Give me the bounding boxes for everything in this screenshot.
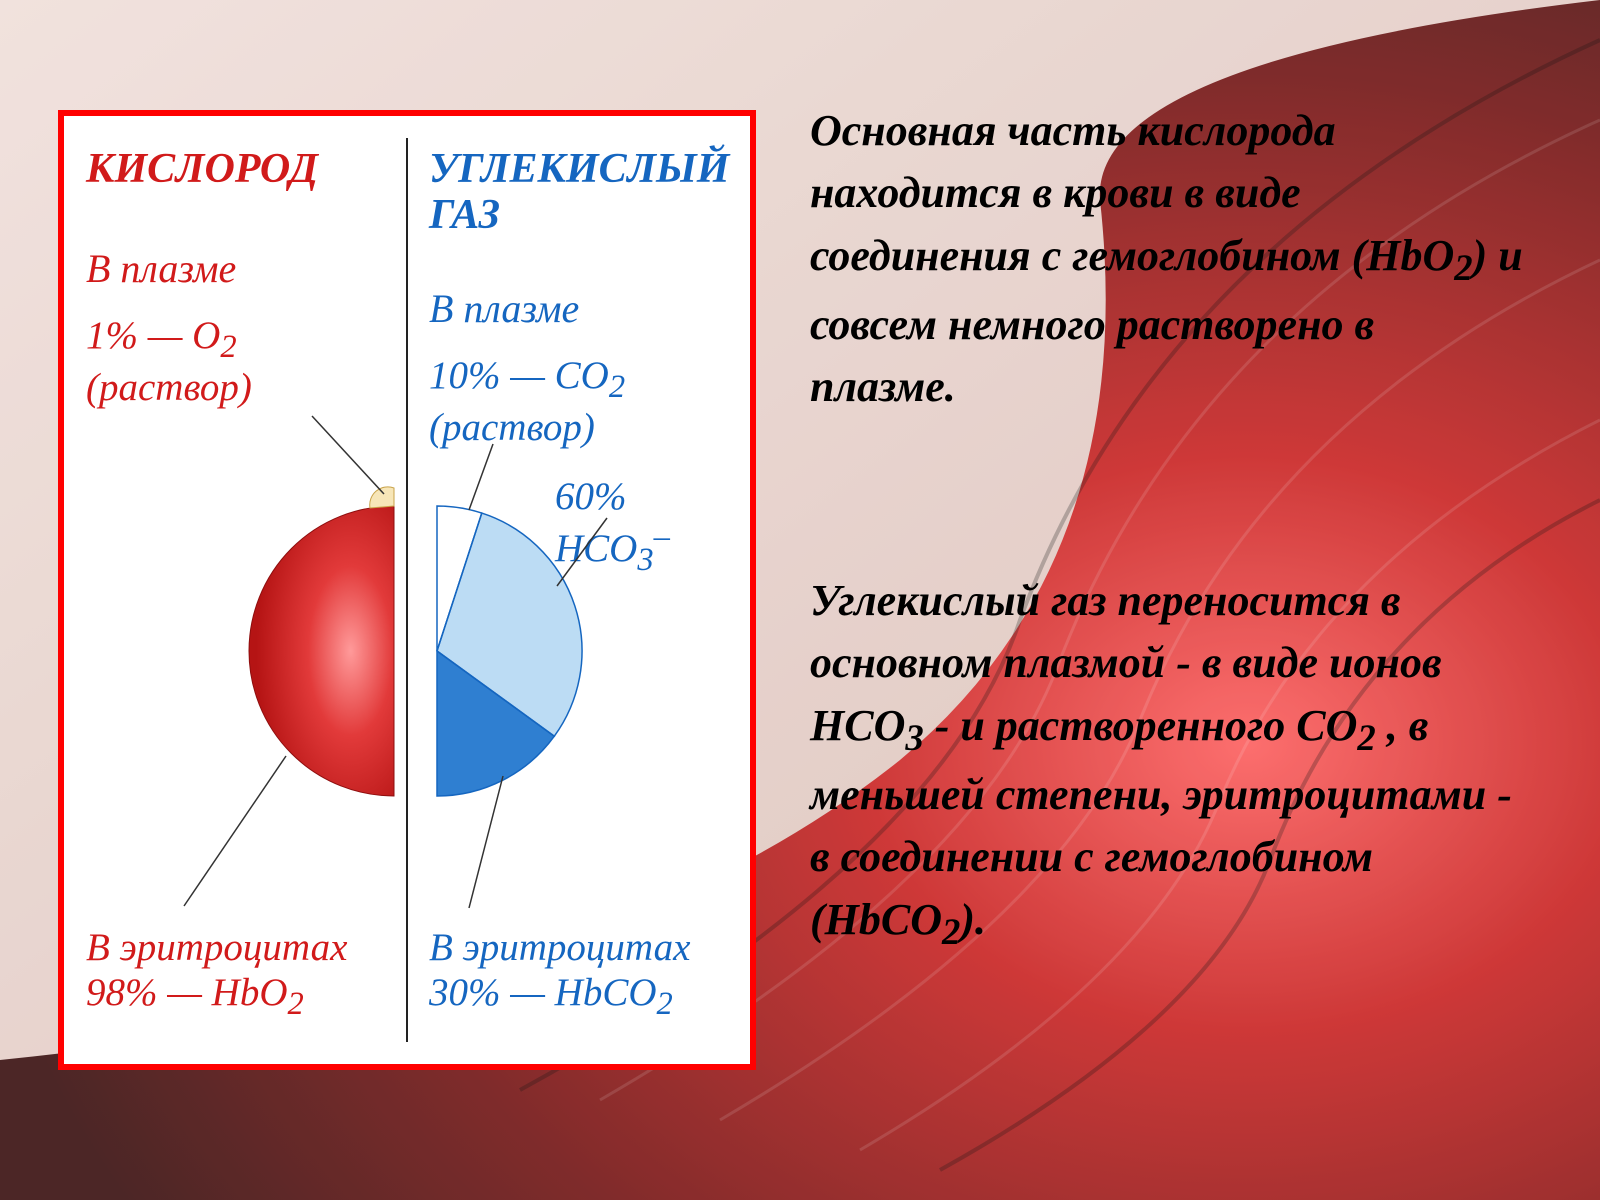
slide-root: КИСЛОРОД В плазме 1% — O2 (раствор) [0, 0, 1600, 1200]
oxygen-ery-line1: В эритроцитах [86, 926, 347, 969]
oxygen-slice-hbo2 [249, 506, 394, 796]
oxygen-column: КИСЛОРОД В плазме 1% — O2 (раствор) [64, 116, 407, 1064]
oxygen-ery-sub: 2 [288, 986, 304, 1022]
co2-column: УГЛЕКИСЛЫЙ ГАЗ В плазме 10% — CO2 (раств… [407, 116, 750, 1064]
co2-ery-line2: 30% — HbCO [429, 971, 657, 1014]
co2-leader-top [469, 444, 493, 510]
oxygen-leader-bottom [184, 756, 286, 906]
chart-panel: КИСЛОРОД В плазме 1% — O2 (раствор) [58, 110, 756, 1070]
paragraph-co2: Углекислый газ переносится в основном пл… [810, 570, 1530, 958]
co2-leader-bottom [469, 776, 503, 908]
co2-ery-sub: 2 [657, 986, 673, 1022]
co2-leader-hco3 [557, 518, 607, 586]
co2-ery-line1: В эритроцитах [429, 926, 690, 969]
oxygen-slice-dissolved [370, 487, 394, 508]
oxygen-leader-top [312, 416, 384, 494]
paragraph-oxygen: Основная часть кислорода находится в кро… [810, 100, 1530, 419]
oxygen-ery-label: В эритроцитах 98% — HbO2 [86, 926, 347, 1023]
oxygen-ery-line2: 98% — HbO [86, 971, 288, 1014]
co2-ery-label: В эритроцитах 30% — HbCO2 [429, 926, 690, 1023]
